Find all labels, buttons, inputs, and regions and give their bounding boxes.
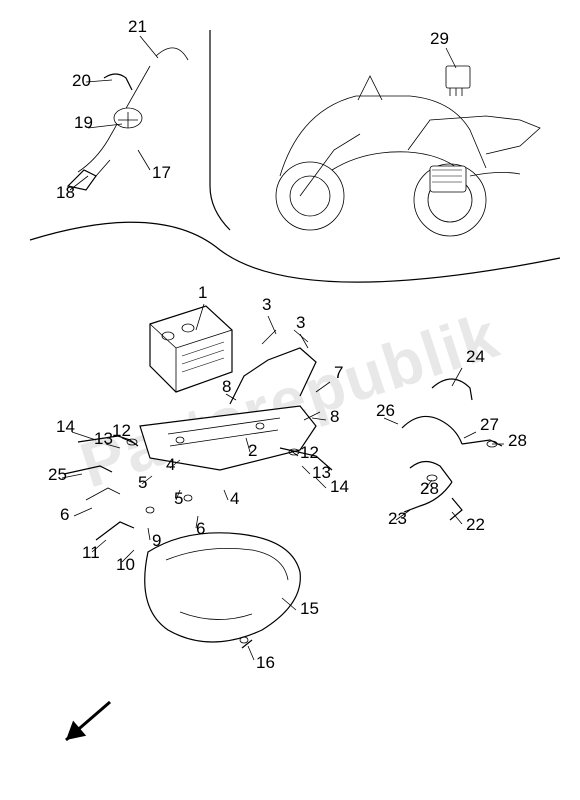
cover-15: [145, 533, 301, 648]
callout-number: 2: [248, 441, 257, 460]
callout-number: 14: [56, 417, 75, 436]
callout-number: 12: [300, 443, 319, 462]
callout-number: 13: [94, 429, 113, 448]
callout-number: 3: [262, 295, 271, 314]
callout-number: 14: [330, 477, 349, 496]
callout-leader: [138, 150, 150, 170]
callout-number: 26: [376, 401, 395, 420]
callout-number: 8: [330, 407, 339, 426]
callout-number: 24: [466, 347, 485, 366]
callout-number: 3: [296, 313, 305, 332]
callout-number: 12: [112, 421, 131, 440]
callout-number: 25: [48, 465, 67, 484]
callout-leader: [302, 466, 310, 474]
callout-leader: [248, 646, 254, 660]
callout-number: 8: [222, 377, 231, 396]
callout-number: 29: [430, 29, 449, 48]
relay-29: [446, 66, 470, 96]
callout-number: 1: [198, 283, 207, 302]
diagram-svg: 2120191718291338781413122521213145544669…: [0, 0, 580, 800]
rear-hose-assembly: [402, 379, 502, 520]
abs-unit-assembly: [64, 306, 332, 648]
callout-number: 27: [480, 415, 499, 434]
callout-leader: [452, 368, 462, 386]
callout-number: 28: [508, 431, 527, 450]
hydraulic-unit-1: [150, 306, 232, 392]
callout-number: 5: [138, 473, 147, 492]
callout-leader: [224, 490, 228, 500]
callout-leader: [446, 48, 456, 68]
callout-number: 21: [128, 17, 147, 36]
callout-number: 19: [74, 113, 93, 132]
callout-leader: [148, 528, 150, 540]
callout-leader: [312, 418, 326, 420]
callout-number: 16: [256, 653, 275, 672]
callout-leader: [268, 316, 276, 334]
callout-number: 17: [152, 163, 171, 182]
motorcycle-outline: [276, 76, 540, 236]
callout-number: 23: [388, 509, 407, 528]
callout-number: 6: [196, 519, 205, 538]
callout-number: 4: [230, 489, 239, 508]
callout-leader: [72, 432, 96, 440]
callout-leader: [140, 36, 158, 58]
callout-number: 6: [60, 505, 69, 524]
panel-divider-upper: [30, 222, 560, 282]
callout-number: 5: [174, 489, 183, 508]
callout-number: 4: [166, 455, 175, 474]
callout-leader: [316, 382, 330, 392]
callout-number: 7: [334, 363, 343, 382]
callout-number: 28: [420, 479, 439, 498]
callout-number: 9: [152, 531, 161, 550]
callout-number: 18: [56, 183, 75, 202]
panel-divider-vertical: [210, 30, 230, 230]
callout-leader: [464, 432, 476, 438]
callout-number: 13: [312, 463, 331, 482]
callout-leader: [74, 508, 92, 516]
callout-number: 20: [72, 71, 91, 90]
callout-number: 11: [82, 543, 100, 562]
callout-number: 15: [300, 599, 319, 618]
callout-number: 22: [466, 515, 485, 534]
direction-arrow: [66, 702, 110, 740]
callout-number: 10: [116, 555, 135, 574]
callout-leader: [88, 124, 122, 128]
